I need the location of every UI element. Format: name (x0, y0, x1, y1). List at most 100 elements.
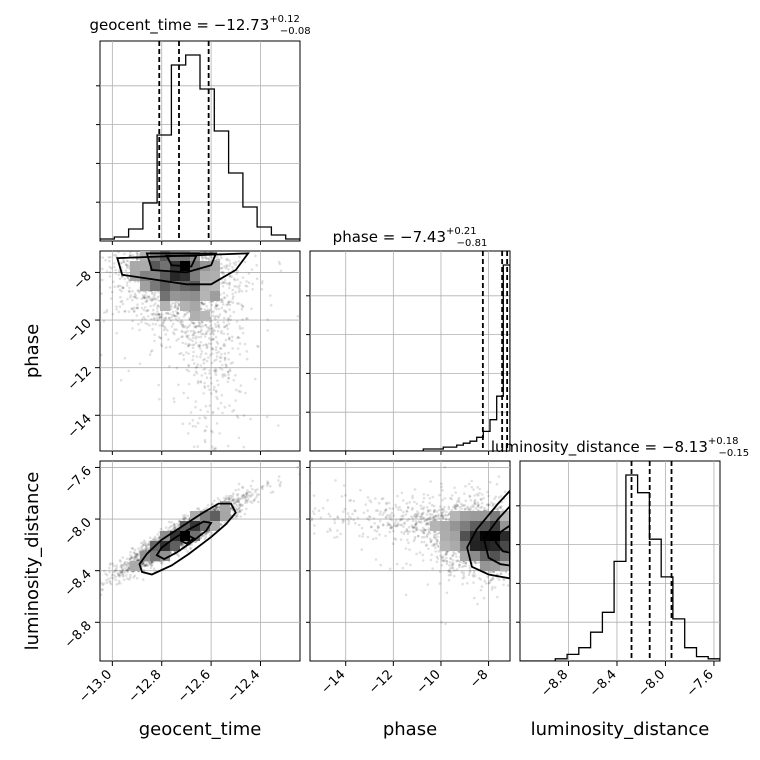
sample-point (195, 355, 199, 358)
sample-point (157, 313, 161, 316)
sample-point (236, 515, 239, 518)
sample-point (182, 358, 186, 361)
sample-point (191, 321, 194, 325)
sample-point (258, 540, 261, 543)
sample-point (117, 284, 120, 288)
sample-point (265, 415, 269, 419)
sample-point (177, 383, 180, 387)
sample-point (127, 567, 130, 571)
sample-point (246, 317, 249, 320)
sample-point (225, 323, 228, 327)
sample-point (126, 562, 130, 565)
sample-point (150, 291, 154, 294)
sample-point (216, 397, 219, 401)
sample-point (256, 344, 259, 348)
sample-point (112, 576, 115, 580)
sample-point (175, 314, 178, 318)
sample-point (219, 331, 223, 335)
sample-point (198, 416, 201, 420)
sample-point (217, 258, 221, 262)
sample-point (199, 355, 202, 359)
sample-point (214, 304, 218, 308)
sample-point (121, 573, 125, 577)
sample-point (200, 328, 203, 332)
sample-point (234, 399, 237, 402)
sample-point (102, 320, 106, 323)
sample-point (237, 436, 241, 440)
sample-point (232, 378, 236, 382)
sample-point (203, 415, 206, 419)
sample-point (137, 322, 140, 326)
sample-point (191, 336, 195, 340)
sample-point (215, 390, 218, 394)
sample-point (146, 295, 149, 298)
sample-point (245, 491, 249, 495)
sample-point (167, 520, 171, 524)
sample-point (236, 510, 240, 513)
sample-point (245, 473, 248, 476)
sample-point (136, 289, 139, 292)
sample-point (227, 373, 230, 376)
sample-point (220, 330, 223, 333)
sample-point (214, 323, 217, 326)
sample-point (256, 488, 259, 491)
sample-point (205, 359, 209, 363)
sample-point (225, 464, 228, 467)
sample-point (222, 272, 226, 276)
sample-point (134, 559, 137, 562)
sample-point (149, 563, 152, 566)
sample-point (108, 259, 111, 263)
sample-point (130, 245, 133, 248)
sample-point (36, 318, 39, 321)
sample-point (182, 353, 185, 357)
sample-point (133, 551, 137, 555)
sample-point (164, 333, 168, 336)
sample-point (187, 344, 190, 348)
sample-point (234, 388, 238, 392)
sample-point (157, 383, 160, 387)
sample-point (210, 361, 214, 365)
sample-point (176, 524, 180, 528)
sample-point (197, 320, 201, 324)
sample-point (186, 550, 189, 553)
sample-point (149, 304, 152, 308)
sample-point (238, 509, 242, 513)
sample-point (181, 335, 184, 338)
sample-point (227, 317, 231, 320)
sample-point (118, 574, 122, 578)
sample-point (118, 277, 122, 281)
sample-point (226, 444, 230, 448)
sample-point (200, 332, 203, 336)
sample-point (238, 255, 241, 259)
sample-point (124, 263, 128, 266)
sample-point (172, 314, 176, 317)
sample-point (140, 545, 143, 548)
sample-point (176, 311, 180, 315)
sample-point (227, 300, 231, 304)
sample-point (215, 506, 218, 509)
sample-point (196, 330, 200, 334)
sample-point (269, 304, 273, 307)
sample-point (131, 307, 134, 311)
sample-point (225, 303, 228, 307)
sample-point (251, 538, 254, 541)
sample-point (228, 308, 231, 311)
sample-point (238, 510, 241, 513)
sample-point (187, 432, 190, 435)
sample-point (117, 251, 120, 254)
sample-point (223, 358, 227, 362)
sample-point (224, 310, 228, 314)
sample-point (133, 556, 137, 560)
sample-point (201, 303, 205, 306)
sample-point (101, 583, 105, 587)
sample-point (223, 325, 226, 329)
sample-point (120, 571, 124, 574)
sample-point (170, 520, 173, 524)
sample-point (216, 324, 220, 328)
sample-point (193, 343, 196, 347)
sample-point (164, 316, 167, 320)
sample-point (135, 252, 139, 255)
sample-point (154, 313, 157, 317)
sample-point (204, 323, 207, 327)
sample-point (227, 302, 230, 305)
